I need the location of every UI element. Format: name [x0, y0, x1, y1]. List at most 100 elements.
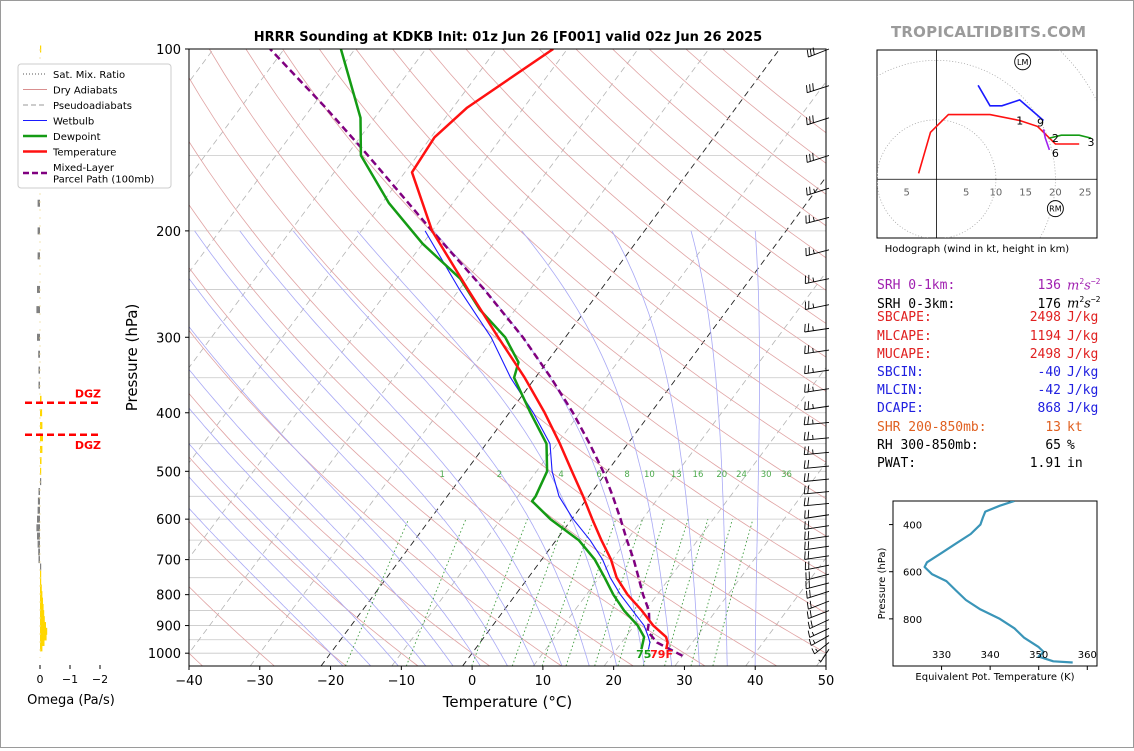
hodograph-tick-label: 25 [1079, 187, 1092, 198]
param-value: -40 [997, 364, 1061, 382]
wind-barb-flag [805, 510, 806, 518]
mixing-ratio-label: 30 [761, 470, 772, 480]
legend-label: Temperature [52, 148, 116, 159]
param-unit: % [1061, 437, 1075, 455]
hodograph-height-label: 3 [1088, 136, 1095, 149]
param-unit: kt [1061, 419, 1083, 437]
wind-barb-half [813, 348, 814, 352]
omega-bar [40, 598, 43, 605]
param-label: SHR 200-850mb: [877, 419, 997, 437]
wind-barb-flag [808, 384, 809, 392]
theta-e-frame [893, 501, 1097, 666]
omega-bar [37, 286, 40, 293]
y-tick-label: 300 [156, 331, 181, 346]
y-tick-label: 400 [156, 407, 181, 422]
x-tick-label: −30 [246, 674, 273, 689]
param-value: 868 [997, 400, 1061, 418]
param-label: SBCAPE: [877, 309, 997, 327]
param-unit: J/kg [1061, 309, 1098, 327]
y-tick-label: 600 [156, 513, 181, 528]
chart-title: HRRR Sounding at KDKB Init: 01z Jun 26 [… [254, 30, 762, 45]
param-unit: J/kg [1061, 364, 1098, 382]
mixing-ratio-label: 2 [497, 470, 502, 480]
theta-x-tick-label: 330 [932, 650, 951, 661]
omega-axis-label: Omega (Pa/s) [27, 693, 115, 708]
x-tick-label: −20 [317, 674, 344, 689]
y-tick-label: 900 [156, 620, 181, 635]
mixing-ratio-label: 24 [736, 470, 747, 480]
param-value: 2498 [997, 309, 1061, 327]
theta-x-axis-label: Equivalent Pot. Temperature (K) [915, 672, 1074, 683]
wind-barb-flag [808, 551, 809, 559]
y-axis-label: Pressure (hPa) [123, 304, 141, 412]
wind-barb-flag [805, 551, 806, 559]
omega-x-tick-label: 0 [37, 673, 44, 686]
wind-barb-flag [805, 542, 806, 550]
legend-label: Mixed-Layer [53, 163, 115, 174]
theta-y-tick-label: 400 [903, 521, 922, 532]
y-tick-label: 800 [156, 589, 181, 604]
wind-barb-half [813, 387, 814, 391]
surface-temperature-label: 79F [650, 648, 673, 661]
x-tick-label: 0 [468, 674, 476, 689]
mixing-ratio-label: 1 [439, 470, 444, 480]
x-tick-label: 40 [747, 674, 764, 689]
omega-bar [36, 524, 40, 531]
hodograph-tick-label: 5 [963, 187, 969, 198]
param-unit: J/kg [1061, 400, 1098, 418]
param-value: 13 [997, 419, 1061, 437]
param-unit: J/kg [1061, 328, 1098, 346]
mixing-ratio-label: 16 [693, 470, 704, 480]
storm-motion-label: LM [1017, 58, 1028, 67]
mixing-ratio-label: 8 [624, 470, 629, 480]
legend-label: Dewpoint [53, 132, 101, 143]
param-label: DCAPE: [877, 400, 997, 418]
param-label: RH 300-850mb: [877, 437, 997, 455]
mixing-ratio-label: 20 [716, 470, 727, 480]
omega-x-tick-label: −1 [62, 673, 78, 686]
mixing-ratio-label: 6 [596, 470, 601, 480]
param-unit: J/kg [1061, 346, 1098, 364]
omega-bar [40, 610, 44, 617]
wind-barb-half [813, 404, 814, 408]
legend-label: Wetbulb [53, 117, 94, 128]
dgz-label: DGZ [75, 388, 101, 401]
omega-bar [37, 334, 40, 341]
x-axis-label: Temperature (°C) [442, 693, 572, 711]
skewt-background [189, 49, 826, 666]
theta-x-tick-label: 340 [981, 650, 1000, 661]
hodograph-tick-label: 20 [1049, 187, 1062, 198]
legend-label: Pseudoadiabats [53, 101, 132, 112]
param-value: 1194 [997, 328, 1061, 346]
hodograph-height-label: 2 [1052, 132, 1059, 145]
x-tick-label: 50 [818, 674, 835, 689]
storm-motion-label: RM [1049, 205, 1062, 214]
param-label: SBCIN: [877, 364, 997, 382]
x-tick-label: −40 [175, 674, 202, 689]
wind-barb-flag [808, 541, 809, 549]
param-unit: in [1061, 455, 1083, 473]
theta-y-axis-label: Pressure (hPa) [877, 548, 888, 620]
hodograph-height-label: 9 [1037, 116, 1044, 129]
x-tick-label: 10 [535, 674, 552, 689]
dgz-label: DGZ [75, 439, 101, 452]
hodograph-tick-label: 10 [990, 187, 1003, 198]
param-unit: J/kg [1061, 382, 1098, 400]
wind-barb-half [813, 326, 814, 330]
brand-logo-text: TROPICALTIDBITS.COM [891, 23, 1086, 41]
param-label: MLCIN: [877, 382, 997, 400]
theta-x-tick-label: 360 [1078, 650, 1097, 661]
wind-barb-flag [808, 510, 809, 518]
param-value: 2498 [997, 346, 1061, 364]
omega-bar [40, 571, 41, 578]
